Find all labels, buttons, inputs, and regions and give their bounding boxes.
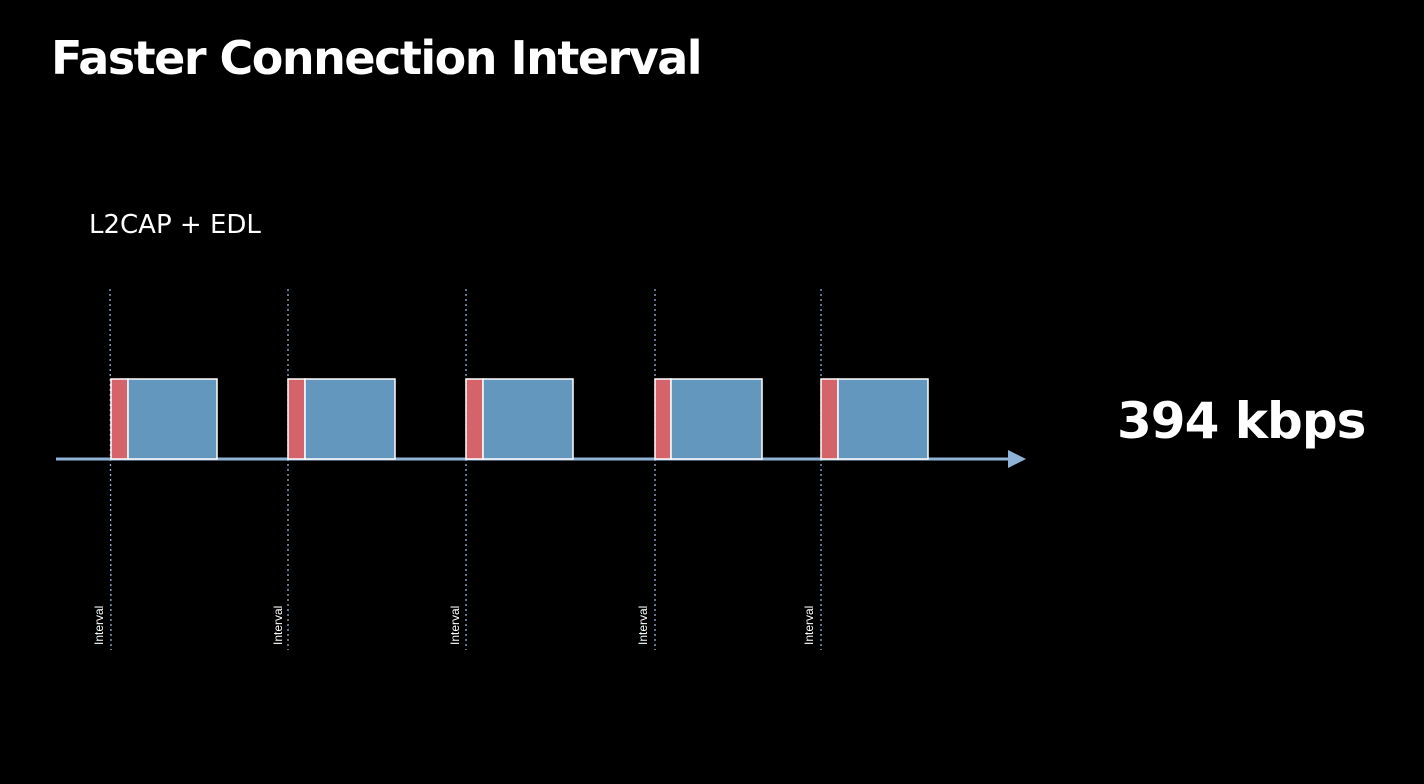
connection-event: [820, 378, 929, 460]
connection-event: [110, 378, 218, 460]
payload-packet: [670, 378, 763, 460]
header-packet: [654, 378, 672, 460]
connection-event: [654, 378, 763, 460]
interval-label: Interval: [448, 606, 462, 645]
interval-label: Interval: [802, 606, 816, 645]
time-axis-arrowhead-icon: [1008, 450, 1026, 468]
interval-marker: [109, 288, 112, 651]
connection-event: [287, 378, 396, 460]
header-packet: [465, 378, 484, 460]
interval-label: Interval: [92, 606, 106, 645]
header-packet: [287, 378, 306, 460]
payload-packet: [482, 378, 574, 460]
interval-label: Interval: [636, 606, 650, 645]
diagram-subtitle: L2CAP + EDL: [89, 210, 261, 240]
payload-packet: [304, 378, 396, 460]
throughput-value: 394 kbps: [1117, 392, 1366, 450]
header-packet: [110, 378, 129, 460]
connection-event: [465, 378, 574, 460]
slide-title: Faster Connection Interval: [51, 31, 703, 85]
interval-labels: Interval Interval Interval Interval Inte…: [92, 606, 816, 645]
payload-packet: [837, 378, 929, 460]
payload-packet: [127, 378, 218, 460]
interval-label: Interval: [271, 606, 285, 645]
header-packet: [820, 378, 839, 460]
interval-markers: [109, 288, 822, 651]
